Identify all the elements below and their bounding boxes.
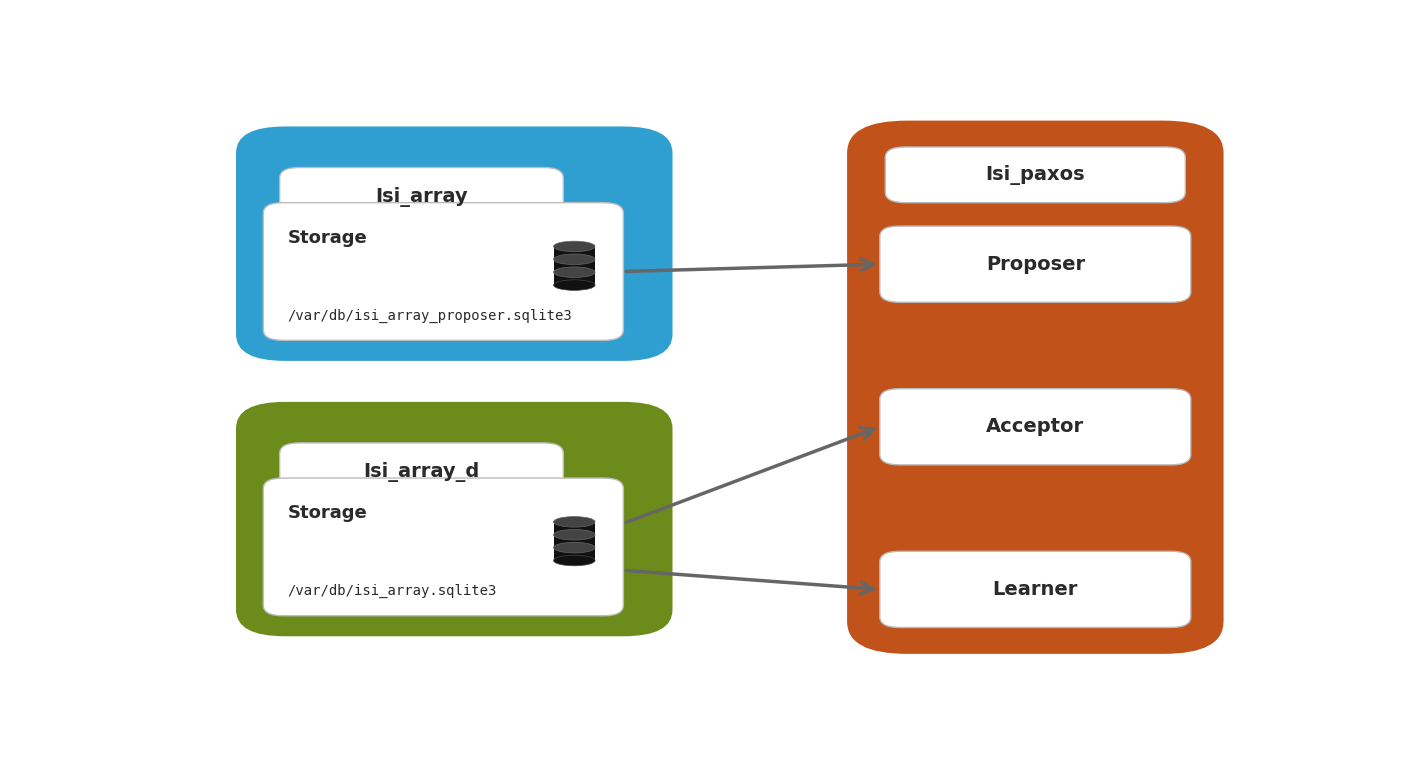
Ellipse shape <box>553 530 596 540</box>
FancyBboxPatch shape <box>263 202 624 340</box>
FancyBboxPatch shape <box>237 126 673 361</box>
Text: Acceptor: Acceptor <box>986 417 1084 436</box>
Bar <box>553 535 596 548</box>
Text: Proposer: Proposer <box>986 255 1086 274</box>
FancyBboxPatch shape <box>880 226 1191 302</box>
Bar <box>553 272 596 285</box>
Bar <box>553 260 596 272</box>
Text: /var/db/isi_array_proposer.sqlite3: /var/db/isi_array_proposer.sqlite3 <box>287 309 572 323</box>
Bar <box>553 548 596 561</box>
FancyBboxPatch shape <box>886 147 1186 202</box>
Bar <box>553 522 596 535</box>
FancyBboxPatch shape <box>237 402 673 636</box>
Ellipse shape <box>553 543 596 553</box>
Ellipse shape <box>553 241 596 252</box>
FancyBboxPatch shape <box>280 167 563 226</box>
Text: Isi_paxos: Isi_paxos <box>986 165 1086 185</box>
Text: /var/db/isi_array.sqlite3: /var/db/isi_array.sqlite3 <box>287 584 497 598</box>
Text: Isi_array: Isi_array <box>375 186 467 207</box>
FancyBboxPatch shape <box>263 478 624 616</box>
FancyBboxPatch shape <box>280 443 563 501</box>
Text: Learner: Learner <box>993 580 1079 599</box>
FancyBboxPatch shape <box>880 551 1191 628</box>
Ellipse shape <box>553 517 596 527</box>
FancyBboxPatch shape <box>880 389 1191 465</box>
Bar <box>553 247 596 260</box>
Text: Storage: Storage <box>287 229 367 247</box>
Ellipse shape <box>553 254 596 265</box>
Ellipse shape <box>553 280 596 291</box>
Ellipse shape <box>553 267 596 278</box>
FancyBboxPatch shape <box>848 121 1224 654</box>
Ellipse shape <box>553 556 596 565</box>
Text: Storage: Storage <box>287 505 367 522</box>
Text: Isi_array_d: Isi_array_d <box>363 462 480 482</box>
